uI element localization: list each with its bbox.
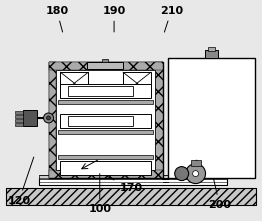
Bar — [58, 100, 153, 104]
Bar — [87, 62, 123, 69]
Bar — [15, 111, 23, 114]
Bar — [205, 50, 219, 58]
Circle shape — [186, 164, 205, 183]
Bar — [15, 115, 23, 118]
Bar — [123, 72, 151, 94]
Bar — [58, 155, 153, 159]
Bar — [6, 187, 256, 205]
Text: 120: 120 — [8, 157, 34, 206]
Text: 170: 170 — [107, 177, 143, 193]
Bar — [39, 175, 227, 179]
Bar — [58, 130, 153, 134]
Bar — [57, 70, 155, 170]
Text: 190: 190 — [102, 6, 126, 32]
Circle shape — [175, 167, 189, 181]
Bar — [61, 114, 151, 128]
Bar — [15, 119, 23, 122]
Text: 200: 200 — [208, 179, 231, 210]
Text: 100: 100 — [88, 174, 111, 214]
Bar — [48, 170, 163, 178]
Text: 210: 210 — [160, 6, 183, 32]
Bar — [168, 58, 255, 178]
Bar — [68, 116, 133, 126]
Bar — [6, 187, 256, 205]
Bar — [155, 62, 163, 178]
Bar — [102, 59, 108, 62]
Text: 180: 180 — [45, 6, 68, 32]
Circle shape — [193, 171, 199, 177]
Bar — [48, 62, 163, 70]
Bar — [48, 62, 57, 178]
Bar — [68, 86, 133, 96]
Bar — [191, 160, 200, 166]
Bar — [23, 110, 37, 126]
Bar — [61, 72, 88, 94]
Bar — [39, 178, 227, 185]
Bar — [208, 47, 215, 51]
Circle shape — [43, 113, 53, 123]
Bar — [61, 84, 151, 98]
Bar — [48, 62, 163, 178]
Bar — [61, 161, 151, 175]
Circle shape — [47, 116, 51, 120]
Bar — [15, 123, 23, 126]
